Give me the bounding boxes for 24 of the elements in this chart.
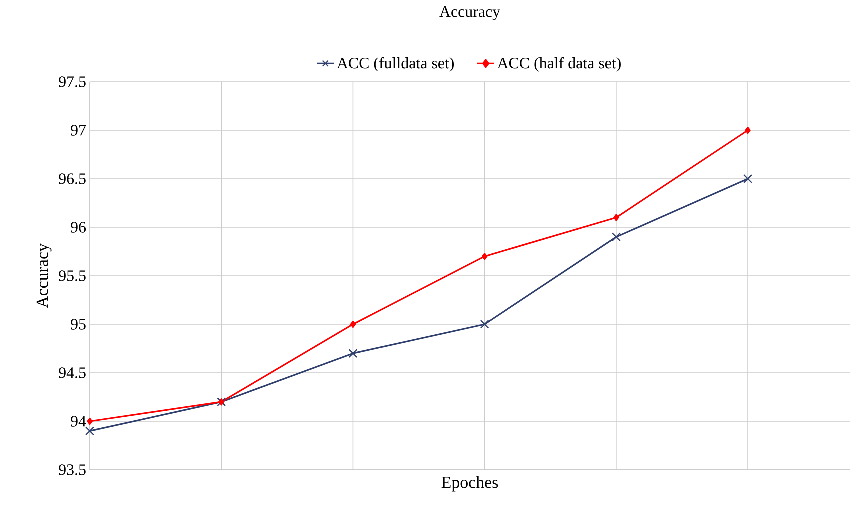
- chart-title: Accuracy: [440, 6, 500, 20]
- legend-label: ACC (fulldata set): [337, 57, 454, 72]
- point: [744, 174, 753, 184]
- point: [482, 252, 488, 260]
- y-tick-label: 94: [71, 416, 86, 427]
- y-tick-label: 95: [71, 319, 86, 330]
- point: [612, 232, 621, 242]
- y-tick-label: 96.5: [59, 174, 86, 184]
- y-tick-label: 97.5: [59, 76, 86, 88]
- point: [745, 126, 751, 134]
- point: [348, 349, 358, 358]
- y-tick-label: 97: [71, 125, 86, 136]
- y-axis-title: Accuracy: [36, 244, 52, 308]
- point: [614, 214, 620, 222]
- point: [350, 320, 356, 328]
- y-tick-label: 93.5: [59, 464, 86, 476]
- y-tick-label: 95.5: [59, 270, 86, 282]
- point: [87, 418, 93, 426]
- y-tick-label: 96: [71, 222, 86, 233]
- point: [480, 320, 490, 329]
- y-tick-label: 94.5: [59, 368, 86, 378]
- x-axis-title: Epoches: [442, 476, 498, 492]
- point: [86, 426, 94, 436]
- legend-label: ACC (half data set): [497, 57, 621, 72]
